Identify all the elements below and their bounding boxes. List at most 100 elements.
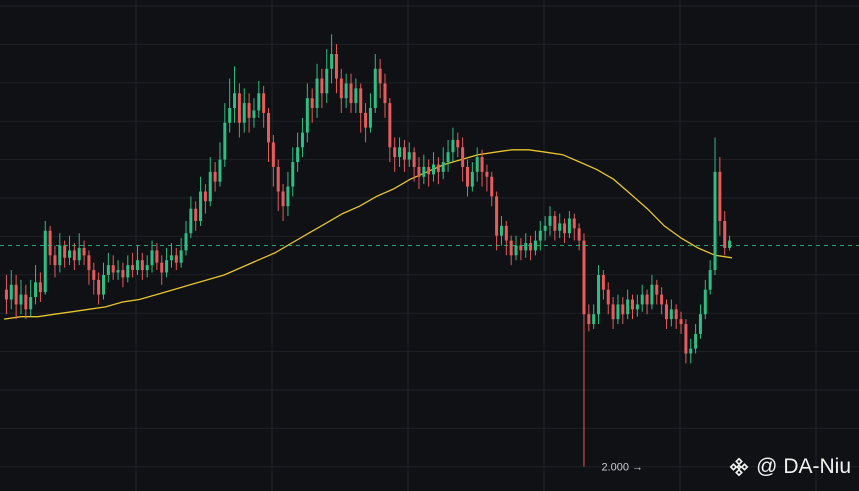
candle[interactable] [189,196,193,239]
candle[interactable] [514,235,518,261]
candle[interactable] [213,162,217,192]
candle[interactable] [4,274,8,315]
candle[interactable] [228,78,232,133]
candle[interactable] [24,284,28,320]
candle[interactable] [38,272,42,302]
candles-layer[interactable] [4,34,732,467]
candle[interactable] [63,240,67,268]
candle[interactable] [533,230,537,256]
candle[interactable] [339,68,343,113]
candle[interactable] [485,164,489,192]
candle[interactable] [344,73,348,109]
candle[interactable] [422,154,426,185]
candle[interactable] [461,137,465,182]
candle[interactable] [92,262,96,295]
candle[interactable] [698,304,702,339]
candle[interactable] [354,78,358,113]
candle[interactable] [626,289,630,320]
candle[interactable] [451,127,455,163]
candle[interactable] [650,274,654,310]
candle[interactable] [315,63,319,118]
candle[interactable] [378,58,382,99]
candle[interactable] [388,98,392,163]
candle[interactable] [252,98,256,128]
candle[interactable] [645,289,649,315]
candle[interactable] [728,235,732,251]
candle[interactable] [446,139,450,172]
candle[interactable] [237,83,241,138]
candle[interactable] [436,157,440,185]
candle[interactable] [203,184,207,214]
candle[interactable] [640,284,644,312]
candle[interactable] [713,137,717,275]
candle[interactable] [631,294,635,320]
candle[interactable] [660,287,664,315]
candle[interactable] [597,265,601,325]
candle[interactable] [262,85,266,128]
candle[interactable] [82,240,86,266]
candle[interactable] [432,152,436,182]
candle[interactable] [465,159,469,197]
candle[interactable] [349,73,353,113]
candle[interactable] [165,247,169,278]
candle[interactable] [208,157,212,207]
candle[interactable] [310,88,314,123]
candle[interactable] [495,191,499,251]
candle[interactable] [281,184,285,221]
candle[interactable] [402,139,406,172]
candle[interactable] [689,338,693,364]
candle[interactable] [674,304,678,329]
candle[interactable] [412,147,416,182]
candle[interactable] [456,132,460,158]
candle[interactable] [334,44,338,94]
candle[interactable] [286,171,290,217]
candle[interactable] [53,245,57,278]
candle[interactable] [267,108,271,163]
candle[interactable] [553,211,557,241]
candle[interactable] [135,245,139,275]
candle[interactable] [582,233,586,467]
candle[interactable] [330,34,334,84]
candle[interactable] [111,255,115,280]
candle[interactable] [509,235,513,266]
candle[interactable] [131,252,135,278]
candle[interactable] [684,319,688,364]
candle[interactable] [242,88,246,133]
candle[interactable] [475,147,479,182]
candle[interactable] [34,265,38,305]
candle[interactable] [407,142,411,167]
candle[interactable] [325,49,329,104]
candle[interactable] [77,233,81,266]
candle[interactable] [611,297,615,329]
candle[interactable] [9,270,13,310]
candle[interactable] [101,262,105,300]
candle[interactable] [14,274,18,320]
candle[interactable] [694,324,698,354]
candle[interactable] [257,81,261,118]
candle[interactable] [169,243,173,268]
candle[interactable] [199,176,203,226]
candle[interactable] [72,243,76,271]
candle[interactable] [703,279,707,320]
candle[interactable] [364,103,368,143]
candle[interactable] [291,147,295,197]
candle[interactable] [664,299,668,329]
candle[interactable] [567,211,571,239]
candle[interactable] [116,260,120,280]
candle[interactable] [43,220,47,295]
candle[interactable] [368,93,372,133]
candle[interactable] [373,54,377,113]
candle[interactable] [174,247,178,271]
candle[interactable] [233,66,237,123]
candle[interactable] [145,255,149,278]
candle[interactable] [247,93,251,133]
candle[interactable] [606,282,610,315]
candle[interactable] [708,260,712,295]
candle[interactable] [417,157,421,190]
candle[interactable] [427,159,431,187]
candle[interactable] [223,103,227,167]
candle[interactable] [140,252,144,280]
candle[interactable] [504,220,508,256]
